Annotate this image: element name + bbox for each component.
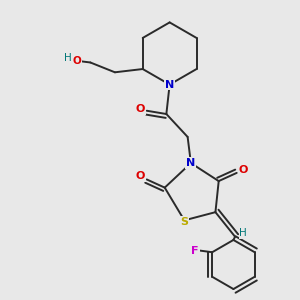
Text: O: O [73,56,82,66]
Text: S: S [180,217,188,227]
Text: H: H [64,52,71,63]
Text: N: N [186,158,196,168]
Text: O: O [238,165,248,175]
Text: F: F [191,246,199,256]
Text: N: N [165,80,174,90]
Text: O: O [136,171,145,181]
Text: O: O [136,104,145,114]
Text: H: H [239,228,247,239]
